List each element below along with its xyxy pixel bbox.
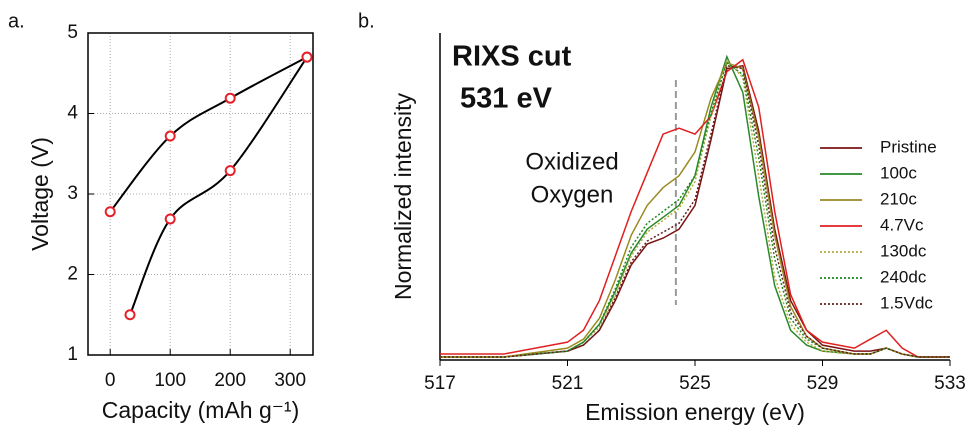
legend-label: 130dc xyxy=(880,241,927,260)
y-tick-label: 3 xyxy=(67,183,78,204)
x-axis-label: Capacity (mAh g⁻¹) xyxy=(102,397,299,423)
x-tick-label: 533 xyxy=(934,373,966,394)
x-tick-label: 525 xyxy=(679,373,711,394)
x-tick-label: 100 xyxy=(154,370,186,391)
legend-label: 210c xyxy=(880,189,917,208)
y-tick-label: 4 xyxy=(67,103,78,124)
x-tick-label: 529 xyxy=(807,373,839,394)
annotation: Oxidized xyxy=(525,148,618,175)
x-axis-label: Emission energy (eV) xyxy=(585,399,805,425)
annotation: 531 eV xyxy=(460,83,553,115)
annotation: RIXS cut xyxy=(452,41,572,73)
annotation: Oxygen xyxy=(531,181,614,208)
legend-label: Pristine xyxy=(880,137,937,156)
legend-label: 4.7Vc xyxy=(880,215,924,234)
legend-label: 100c xyxy=(880,163,917,182)
panel-label: a. xyxy=(8,10,25,32)
data-point xyxy=(224,92,236,104)
spectrum-line xyxy=(440,58,950,358)
y-axis-label: Normalized intensity xyxy=(390,92,416,300)
spectrum-line xyxy=(440,64,950,358)
panel-label: b. xyxy=(358,10,375,32)
y-axis-label: Voltage (V) xyxy=(27,137,53,251)
data-point xyxy=(224,165,236,177)
y-tick-label: 2 xyxy=(67,264,78,285)
x-tick-label: 521 xyxy=(552,373,584,394)
y-tick-label: 1 xyxy=(67,344,78,365)
data-point xyxy=(124,309,136,321)
legend-label: 1.5Vdc xyxy=(880,293,933,312)
x-tick-label: 0 xyxy=(105,370,116,391)
data-point xyxy=(301,51,313,63)
x-tick-label: 517 xyxy=(424,373,456,394)
data-point xyxy=(164,130,176,142)
data-point xyxy=(104,206,116,218)
data-point xyxy=(164,213,176,225)
x-tick-label: 300 xyxy=(274,370,306,391)
curve xyxy=(109,56,308,213)
plot-frame xyxy=(87,32,314,356)
legend-label: 240dc xyxy=(880,267,927,286)
y-tick-label: 5 xyxy=(67,22,78,43)
curve xyxy=(129,56,308,316)
x-tick-label: 200 xyxy=(214,370,246,391)
